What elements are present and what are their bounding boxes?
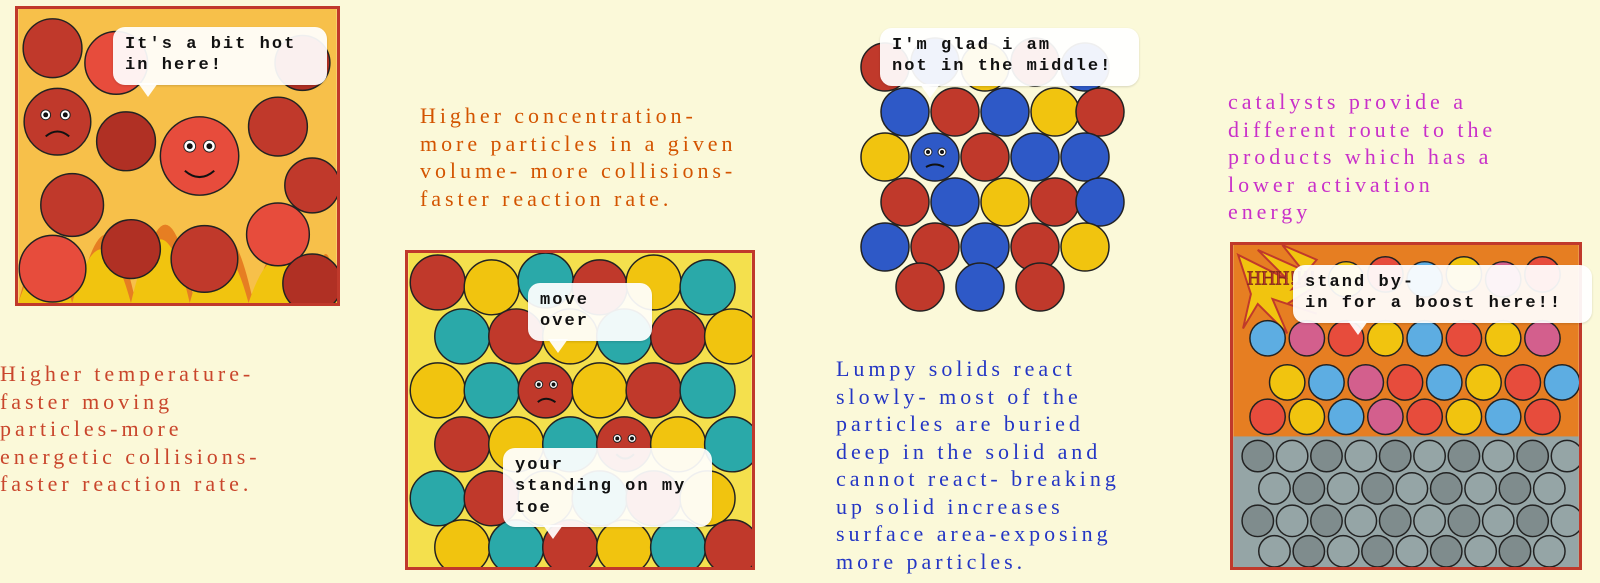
temperature-bubble-text: It's a bit hotin here! (125, 35, 296, 75)
concentration-bubble2-text: yourstanding on mytoe (515, 456, 686, 518)
concentration-speech-bubble-2: yourstanding on mytoe (503, 448, 712, 527)
surface-area-caption: Lumpy solids reactslowly- most of thepar… (836, 355, 1196, 575)
surface-area-bubble-text: I'm glad i amnot in the middle! (892, 36, 1112, 76)
catalyst-bubble-text: stand by-in for a boost here!! (1305, 273, 1562, 313)
catalyst-caption: catalysts provide adifferent route to th… (1228, 88, 1588, 226)
temperature-caption: Higher temperature-faster movingparticle… (0, 360, 370, 498)
surface-area-speech-bubble: I'm glad i amnot in the middle! (880, 28, 1139, 86)
concentration-caption: Higher concentration-more particles in a… (420, 102, 800, 212)
concentration-speech-bubble-1: moveover (528, 283, 652, 341)
temperature-panel: It's a bit hotin here! (15, 6, 340, 306)
catalyst-speech-bubble: stand by-in for a boost here!! (1293, 265, 1592, 323)
surface-area-panel: I'm glad i amnot in the middle! (840, 12, 1140, 312)
concentration-panel: moveover yourstanding on mytoe (405, 250, 755, 570)
concentration-bubble1-text: moveover (540, 291, 589, 331)
temperature-speech-bubble: It's a bit hotin here! (113, 27, 327, 85)
catalyst-panel: HHH!!!! (1230, 242, 1582, 570)
